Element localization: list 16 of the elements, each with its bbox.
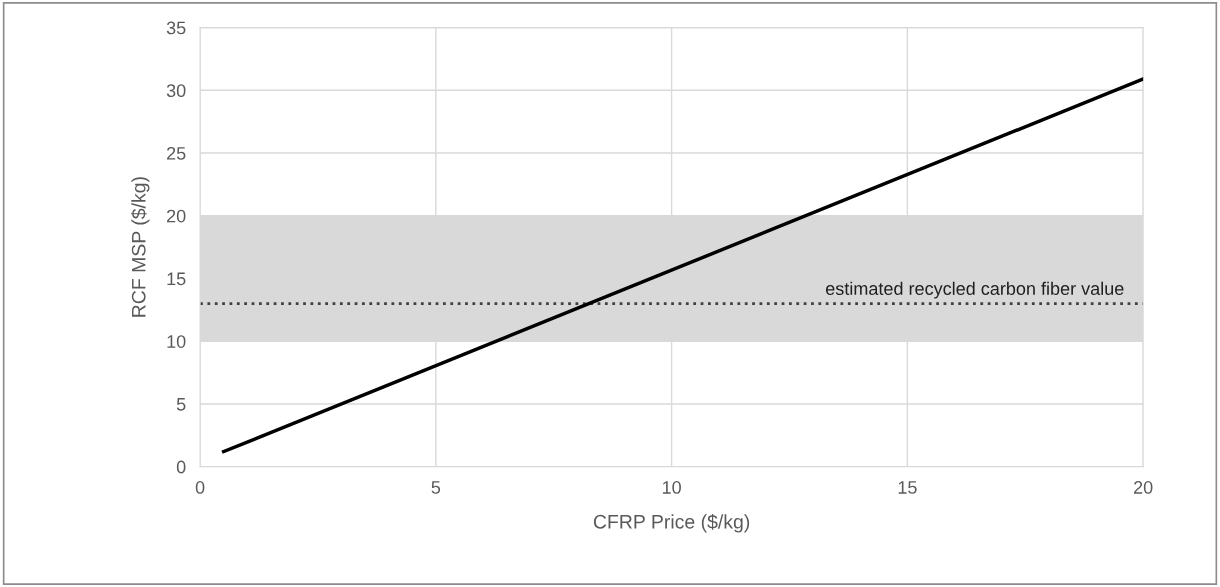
y-tick-label: 15 [167,272,186,286]
x-tick-label: 0 [195,481,205,494]
x-tick-label: 5 [431,481,441,494]
ref-line-label: estimated recycled carbon fiber value [826,281,1124,299]
y-axis-title: RCF MSP ($/kg) [131,177,150,317]
y-tick-label: 25 [167,146,186,160]
x-axis-title: CFRP Price ($/kg) [593,514,750,533]
x-tick-label: 15 [898,481,917,494]
y-tick-label: 30 [166,84,186,98]
y-tick-label: 10 [167,335,186,348]
x-tick-label: 20 [1134,481,1153,494]
y-tick-label: 35 [166,21,186,35]
y-tick-label: 5 [176,398,186,411]
y-tick-label: 0 [176,460,186,474]
x-tick-label: 10 [662,481,681,494]
y-tick-label: 20 [167,209,186,223]
